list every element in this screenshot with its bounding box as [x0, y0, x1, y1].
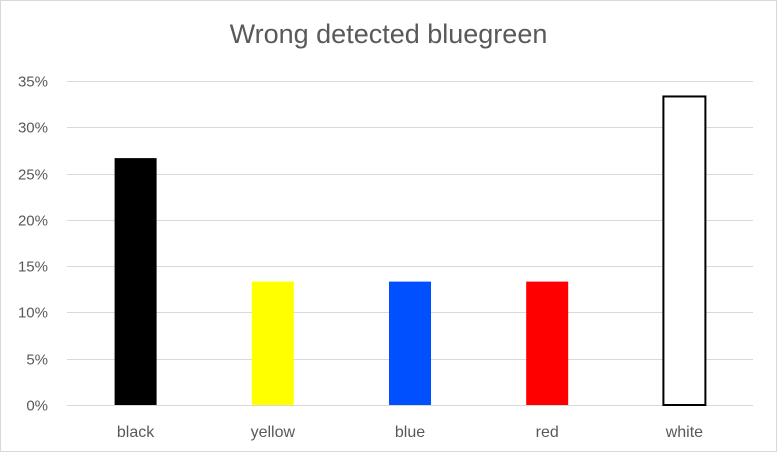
chart-title: Wrong detected bluegreen: [229, 19, 548, 49]
x-category-label: black: [117, 424, 155, 441]
x-category-label: white: [665, 424, 703, 441]
bar-red: [526, 281, 569, 405]
y-tick-label: 20%: [18, 213, 48, 230]
bar-blue: [389, 281, 431, 405]
bar-yellow: [251, 281, 294, 405]
x-category-label: red: [536, 424, 559, 441]
y-tick-label: 10%: [18, 305, 48, 322]
y-tick-label: 30%: [18, 120, 48, 137]
x-category-label: yellow: [251, 424, 296, 441]
x-category-label: blue: [395, 424, 425, 441]
bar-black: [114, 158, 157, 405]
y-tick-label: 35%: [18, 74, 48, 91]
bar-white: [662, 95, 707, 406]
y-tick-label: 0%: [26, 398, 48, 415]
y-tick-label: 15%: [18, 259, 48, 276]
y-tick-label: 25%: [18, 167, 48, 184]
y-tick-label: 5%: [26, 352, 48, 369]
